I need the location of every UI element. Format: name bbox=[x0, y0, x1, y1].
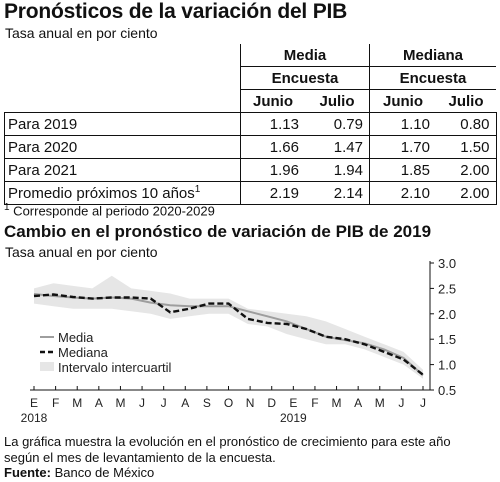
x-tick-label: M bbox=[332, 396, 342, 410]
x-tick-label: J bbox=[139, 396, 145, 410]
subgroup-header-encuesta-media: Encuesta bbox=[240, 66, 370, 90]
source-line: Fuente: Banco de México bbox=[4, 465, 154, 480]
cell-value: 2.14 bbox=[305, 181, 370, 205]
cell-value: 1.94 bbox=[305, 158, 370, 182]
x-tick-label: D bbox=[267, 396, 276, 410]
x-tick-label: S bbox=[203, 396, 211, 410]
source-text: Banco de México bbox=[50, 465, 155, 480]
x-tick-label: J bbox=[420, 396, 426, 410]
row-label: Para 2020 bbox=[4, 135, 241, 159]
x-tick-label: F bbox=[52, 396, 59, 410]
month-header: Junio bbox=[369, 89, 436, 113]
legend-mediana-label: Mediana bbox=[58, 345, 109, 360]
interquartile-band bbox=[34, 275, 423, 379]
y-tick-label: 0.5 bbox=[438, 383, 456, 398]
y-tick-label: 2.0 bbox=[438, 307, 456, 322]
legend-media-label: Media bbox=[58, 330, 94, 345]
group-header-mediana: Mediana bbox=[369, 44, 496, 67]
footnote-mark: 1 bbox=[4, 202, 10, 213]
cell-value: 2.10 bbox=[369, 181, 436, 205]
cell-value: 1.70 bbox=[369, 135, 436, 159]
x-tick-label: N bbox=[246, 396, 255, 410]
x-year-label: 2019 bbox=[280, 411, 307, 425]
cell-value: 0.79 bbox=[305, 112, 370, 136]
row-label: Promedio próximos 10 años1 bbox=[4, 181, 241, 205]
cell-value: 2.00 bbox=[436, 181, 497, 205]
x-tick-label: M bbox=[115, 396, 125, 410]
y-tick-label: 1.0 bbox=[438, 358, 456, 373]
cell-value: 1.85 bbox=[369, 158, 436, 182]
cell-value: 1.13 bbox=[240, 112, 305, 136]
forecast-table: Media Mediana Encuesta Encuesta Junio Ju… bbox=[4, 44, 497, 205]
x-tick-label: A bbox=[354, 396, 362, 410]
footnote-text: Corresponde al periodo 2020-2029 bbox=[9, 203, 215, 219]
row-label-text: Promedio próximos 10 años bbox=[8, 185, 195, 202]
row-label: Para 2019 bbox=[4, 112, 241, 136]
month-header: Junio bbox=[240, 89, 305, 113]
x-tick-label: A bbox=[95, 396, 103, 410]
row-label: Para 2021 bbox=[4, 158, 241, 182]
legend-band-label: Intervalo intercuartil bbox=[58, 360, 172, 375]
table-row: Para 2019 1.13 0.79 1.10 0.80 bbox=[4, 112, 497, 136]
source-label: Fuente: bbox=[4, 465, 51, 480]
cell-value: 0.80 bbox=[436, 112, 497, 136]
table-row: Para 2020 1.66 1.47 1.70 1.50 bbox=[4, 135, 497, 159]
chart-caption: La gráfica muestra la evolución en el pr… bbox=[4, 434, 451, 465]
page-title: Pronósticos de la variación del PIB bbox=[4, 0, 348, 23]
month-header: Julio bbox=[305, 89, 370, 113]
x-tick-label: M bbox=[72, 396, 82, 410]
x-tick-label: E bbox=[289, 396, 297, 410]
x-tick-label: F bbox=[311, 396, 318, 410]
y-tick-label: 3.0 bbox=[438, 256, 456, 271]
legend-band-swatch bbox=[40, 362, 54, 371]
x-tick-label: J bbox=[398, 396, 404, 410]
table-row: Promedio próximos 10 años1 2.19 2.14 2.1… bbox=[4, 181, 497, 205]
y-tick-label: 2.5 bbox=[438, 281, 456, 296]
cell-value: 1.66 bbox=[240, 135, 305, 159]
table-row: Para 2021 1.96 1.94 1.85 2.00 bbox=[4, 158, 497, 182]
chart-title: Cambio en el pronóstico de variación de … bbox=[4, 222, 432, 241]
page-subtitle: Tasa anual en por ciento bbox=[5, 25, 158, 41]
footnote: 1 Corresponde al periodo 2020-2029 bbox=[4, 202, 215, 218]
cell-value: 1.96 bbox=[240, 158, 305, 182]
x-tick-label: A bbox=[181, 396, 189, 410]
series-mediana-line bbox=[33, 293, 424, 376]
cell-value: 1.47 bbox=[305, 135, 370, 159]
footnote-marker: 1 bbox=[194, 184, 201, 195]
x-tick-label: M bbox=[375, 396, 385, 410]
subgroup-header-encuesta-mediana: Encuesta bbox=[369, 66, 496, 90]
cell-value: 1.50 bbox=[436, 135, 497, 159]
x-tick-label: J bbox=[161, 396, 167, 410]
group-header-media: Media bbox=[240, 44, 370, 67]
x-year-label: 2018 bbox=[21, 411, 48, 425]
cell-value: 1.10 bbox=[369, 112, 436, 136]
x-tick-label: O bbox=[224, 396, 233, 410]
line-chart: 0.51.01.52.02.53.0E F M A M J J A S O N D E F M A M J J201… bbox=[21, 256, 456, 425]
y-tick-label: 1.5 bbox=[438, 332, 456, 347]
cell-value: 2.19 bbox=[240, 181, 305, 205]
cell-value: 2.00 bbox=[436, 158, 497, 182]
month-header: Julio bbox=[436, 89, 496, 113]
x-tick-label: E bbox=[30, 396, 38, 410]
chart-subtitle: Tasa anual en por ciento bbox=[5, 244, 158, 260]
